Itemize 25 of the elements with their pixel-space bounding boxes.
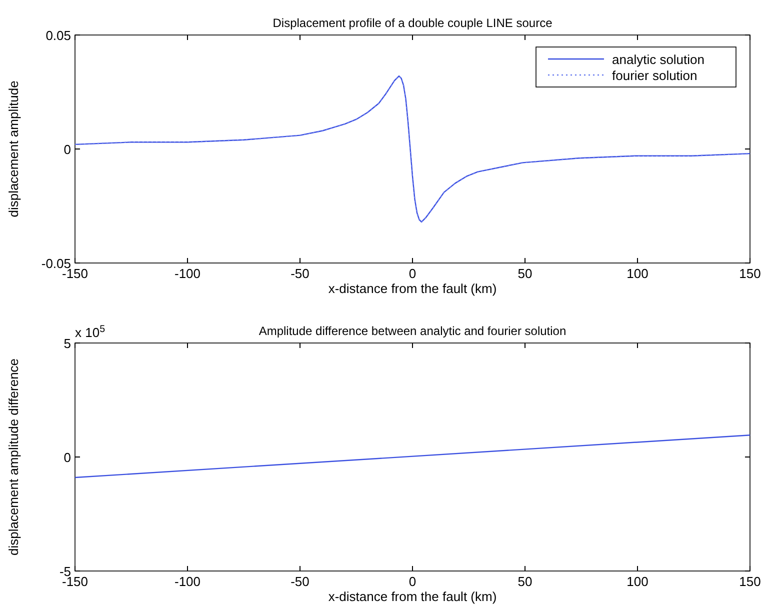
- x-tick-label: 100: [626, 574, 648, 589]
- y-axis-title: displacement amplitude: [6, 80, 21, 218]
- chart-title: Displacement profile of a double couple LINE source: [272, 16, 553, 30]
- y-tick-label: 0: [64, 450, 71, 465]
- x-tick-label: -50: [290, 266, 310, 281]
- x-tick-label: 50: [518, 574, 532, 589]
- x-tick-label: 50: [518, 266, 532, 281]
- x-tick-label: 0: [408, 266, 416, 281]
- x-tick-label: 150: [739, 266, 761, 281]
- x-axis-title: x-distance from the fault (km): [328, 589, 497, 604]
- text: x 10$^{5}$: [75, 324, 106, 340]
- y-tick-label: 0.05: [46, 28, 71, 43]
- legend-label: fourier solution: [612, 68, 698, 83]
- x-tick-label: -100: [174, 266, 201, 281]
- x-tick-label: 0: [408, 574, 416, 589]
- legend-label: analytic solution: [612, 52, 704, 67]
- x-tick-label: 150: [739, 574, 761, 589]
- x-tick-label: 100: [626, 266, 648, 281]
- x-axis-title: x-distance from the fault (km): [328, 281, 497, 296]
- x-tick-label: -100: [174, 574, 201, 589]
- y-tick-label: 5: [64, 336, 71, 351]
- chart-title: Amplitude difference between analytic and fourier solution: [258, 324, 566, 338]
- y-tick-label: 0: [64, 142, 71, 157]
- x-tick-label: -50: [290, 574, 310, 589]
- y-axis-title: displacement amplitude difference: [6, 358, 21, 556]
